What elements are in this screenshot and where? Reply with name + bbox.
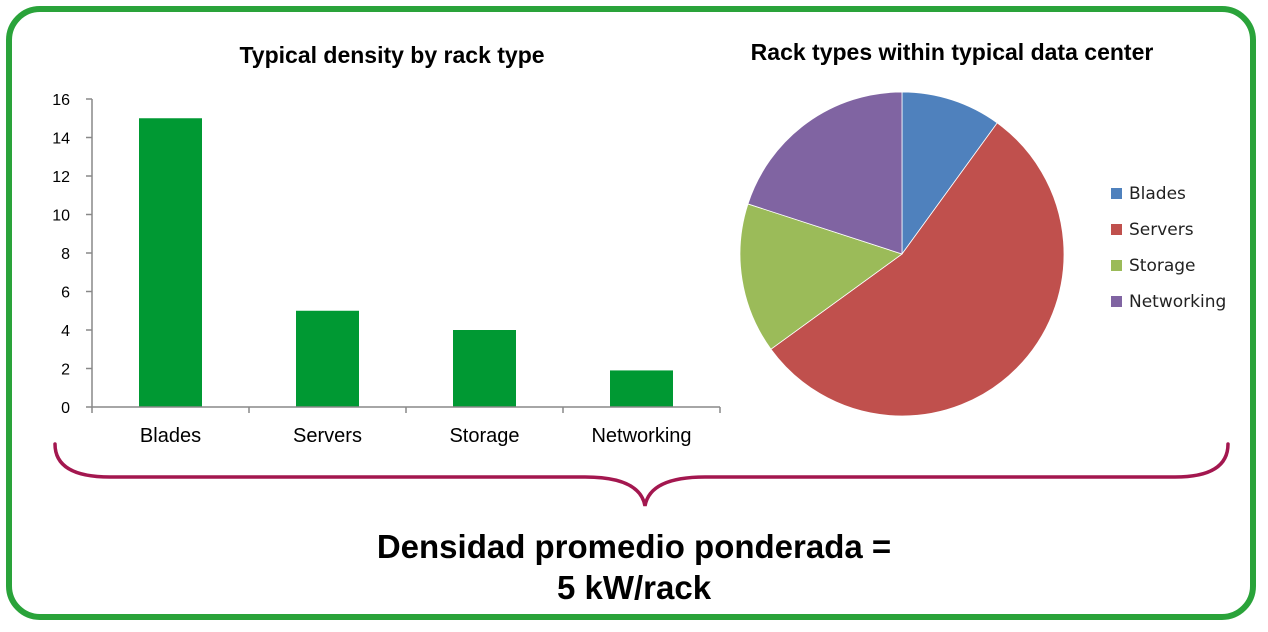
pie-slice-blades <box>901 91 998 256</box>
y-tick-label: 16 <box>52 92 70 109</box>
legend-label: Networking <box>1129 292 1226 312</box>
legend-swatch-networking <box>1111 296 1122 307</box>
y-tick-label: 10 <box>52 208 70 225</box>
x-tick-label: Storage <box>449 425 519 447</box>
bar-y-axis: 0 2 4 6 8 10 12 14 16 <box>52 92 93 417</box>
legend-swatch-storage <box>1111 260 1122 271</box>
pie-chart-title: Rack types within typical data center <box>751 39 1154 65</box>
summary-line-1: Densidad promedio ponderada = <box>376 528 892 565</box>
chart-frame <box>6 6 1256 620</box>
pie-slice-networking <box>747 91 903 255</box>
pie-slice-storage <box>739 203 903 350</box>
legend-label: Storage <box>1129 256 1196 276</box>
y-tick-label: 8 <box>61 246 70 263</box>
pie-slice-servers <box>770 122 1065 417</box>
pie-slices <box>739 91 1065 417</box>
bar-x-axis: Blades Servers Storage Networking <box>91 406 721 447</box>
summary-line-2: 5 kW/rack <box>556 569 712 606</box>
bar-chart: Typical density by rack type 0 2 4 6 8 10 12 14… <box>52 42 721 447</box>
bar-blades <box>139 118 202 407</box>
pie-chart: Rack types within typical data center Bl… <box>739 39 1226 417</box>
bar-networking <box>610 370 673 407</box>
legend-label: Servers <box>1129 220 1194 240</box>
bar-storage <box>453 330 516 407</box>
bar-series <box>139 118 673 407</box>
curly-brace <box>53 442 1230 507</box>
y-tick-label: 2 <box>61 362 70 379</box>
legend-label: Blades <box>1129 184 1186 204</box>
x-tick-label: Blades <box>140 425 201 447</box>
y-tick-label: 4 <box>61 323 70 340</box>
bar-servers <box>296 310 359 407</box>
x-tick-label: Servers <box>293 425 362 447</box>
y-tick-label: 12 <box>52 169 70 186</box>
legend-swatch-servers <box>1111 224 1122 235</box>
x-tick-label: Networking <box>591 425 691 447</box>
y-tick-label: 14 <box>52 131 70 148</box>
y-tick-label: 6 <box>61 285 70 302</box>
pie-legend: Blades Servers Storage Networking <box>1111 184 1226 312</box>
y-tick-label: 0 <box>61 400 70 417</box>
legend-swatch-blades <box>1111 188 1122 199</box>
bar-chart-title: Typical density by rack type <box>239 42 544 68</box>
